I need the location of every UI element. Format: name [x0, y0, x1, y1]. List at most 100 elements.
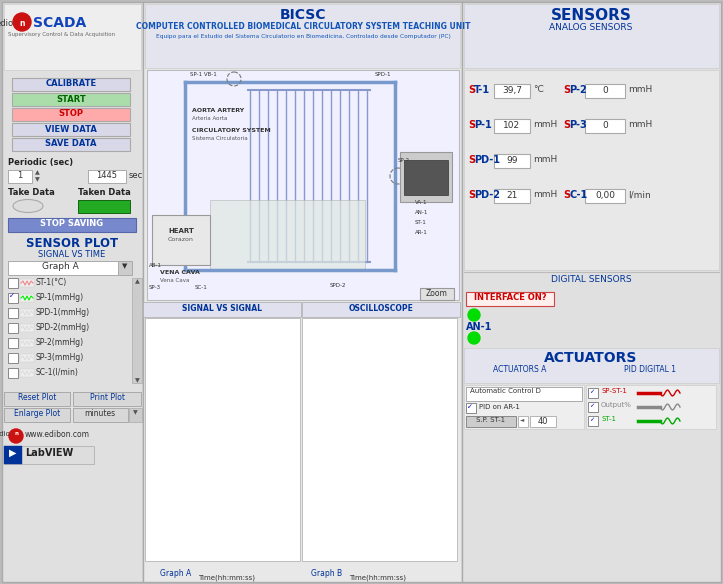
Text: INTERFACE ON?: INTERFACE ON?: [474, 293, 547, 302]
Text: AB-1: AB-1: [149, 263, 162, 268]
Bar: [464, 4, 719, 68]
Text: SP-2: SP-2: [398, 158, 410, 163]
Bar: [494, 154, 530, 168]
Text: Output%: Output%: [601, 402, 632, 408]
Text: AN-1: AN-1: [466, 322, 492, 332]
Text: S: S: [468, 190, 475, 200]
Bar: [8, 368, 18, 378]
Text: HEART: HEART: [168, 228, 194, 234]
Text: Corazon: Corazon: [168, 237, 194, 242]
Text: l/min: l/min: [628, 190, 651, 199]
Bar: [152, 215, 210, 265]
Bar: [143, 2, 462, 582]
Text: 0: 0: [602, 121, 608, 130]
Text: minutes: minutes: [85, 409, 116, 418]
Text: VENA CAVA: VENA CAVA: [160, 270, 200, 275]
Text: STOP: STOP: [59, 110, 83, 119]
Text: Graph A: Graph A: [42, 262, 78, 271]
Text: ▲: ▲: [35, 170, 40, 175]
Text: S: S: [468, 85, 475, 95]
Bar: [588, 416, 598, 426]
Bar: [4, 446, 22, 464]
Text: 1: 1: [17, 171, 22, 180]
Bar: [530, 416, 556, 427]
Text: DIGITAL SENSORS: DIGITAL SENSORS: [551, 275, 631, 284]
Text: SIGNAL VS SIGNAL: SIGNAL VS SIGNAL: [182, 304, 262, 313]
Text: VA-1: VA-1: [415, 200, 427, 205]
Text: ANALOG SENSORS: ANALOG SENSORS: [549, 23, 633, 32]
Bar: [404, 160, 448, 195]
Text: Zoom: Zoom: [426, 289, 448, 298]
Text: sec: sec: [129, 171, 143, 180]
Text: ✓: ✓: [467, 404, 473, 410]
Bar: [20, 309, 34, 317]
Bar: [8, 218, 136, 232]
Bar: [8, 308, 18, 318]
Text: SPD-1(mmHg): SPD-1(mmHg): [36, 308, 90, 317]
Bar: [494, 189, 530, 203]
Bar: [494, 119, 530, 133]
X-axis label: Time(hh:mm:ss): Time(hh:mm:ss): [349, 580, 406, 584]
Text: Time(hh:mm:ss): Time(hh:mm:ss): [349, 575, 406, 581]
Text: mmH: mmH: [628, 85, 652, 94]
Text: mmH: mmH: [533, 155, 557, 164]
Text: ACTUATORS A: ACTUATORS A: [493, 365, 547, 374]
Bar: [466, 403, 476, 413]
Bar: [8, 293, 18, 303]
Bar: [20, 339, 34, 347]
Bar: [210, 200, 365, 270]
Text: ✓: ✓: [589, 389, 594, 394]
Text: Equipo para el Estudio del Sistema Circulatorio en Biomedicina, Controlado desde: Equipo para el Estudio del Sistema Circu…: [155, 34, 450, 39]
Text: ✓: ✓: [589, 417, 594, 422]
Bar: [20, 354, 34, 362]
Text: ST-1: ST-1: [601, 416, 616, 422]
Text: ▶: ▶: [9, 448, 17, 458]
Bar: [585, 189, 625, 203]
Text: AR-1: AR-1: [415, 230, 428, 235]
Text: Print Plot: Print Plot: [90, 393, 124, 402]
Bar: [466, 292, 554, 306]
Text: SAVE DATA: SAVE DATA: [46, 140, 97, 148]
Text: edio: edio: [0, 19, 14, 28]
Text: n: n: [14, 431, 18, 436]
Bar: [464, 385, 584, 429]
Bar: [588, 402, 598, 412]
Text: www.edibon.com: www.edibon.com: [25, 430, 90, 439]
Text: SC-1(l/min): SC-1(l/min): [36, 368, 79, 377]
Text: 0,00: 0,00: [595, 191, 615, 200]
Text: AN-1: AN-1: [415, 210, 428, 215]
Circle shape: [468, 309, 480, 321]
Circle shape: [9, 429, 23, 443]
Text: LabVIEW: LabVIEW: [25, 448, 73, 458]
Text: Graph A: Graph A: [161, 569, 192, 578]
Text: Automatic Control D: Automatic Control D: [470, 388, 541, 394]
Text: AORTA ARTERY: AORTA ARTERY: [192, 108, 244, 113]
Text: S.P. ST-1: S.P. ST-1: [476, 417, 505, 423]
Text: PID DIGITAL 1: PID DIGITAL 1: [624, 365, 676, 374]
Bar: [20, 279, 34, 287]
Text: edio: edio: [0, 431, 10, 437]
Text: Time(hh:mm:ss): Time(hh:mm:ss): [199, 575, 255, 581]
Bar: [145, 4, 460, 68]
Text: BICSC: BICSC: [280, 8, 326, 22]
Text: Taken Data: Taken Data: [78, 188, 131, 197]
Text: C-1: C-1: [569, 190, 587, 200]
Text: SENSORS: SENSORS: [550, 8, 631, 23]
Bar: [132, 278, 142, 383]
Bar: [464, 70, 719, 270]
Text: P-2: P-2: [569, 85, 587, 95]
Bar: [4, 408, 70, 422]
Bar: [8, 353, 18, 363]
Text: mmH: mmH: [533, 120, 557, 129]
Bar: [8, 170, 32, 183]
Text: ST-1: ST-1: [415, 220, 427, 225]
X-axis label: Time(hh:mm:ss): Time(hh:mm:ss): [199, 580, 255, 584]
Text: ▼: ▼: [35, 177, 40, 182]
Bar: [78, 200, 130, 213]
Text: CALIBRATE: CALIBRATE: [46, 79, 97, 89]
Text: VIEW DATA: VIEW DATA: [45, 124, 97, 134]
Bar: [585, 119, 625, 133]
Bar: [2, 2, 143, 582]
Text: S: S: [468, 155, 475, 165]
Text: SPD-1: SPD-1: [375, 72, 391, 77]
